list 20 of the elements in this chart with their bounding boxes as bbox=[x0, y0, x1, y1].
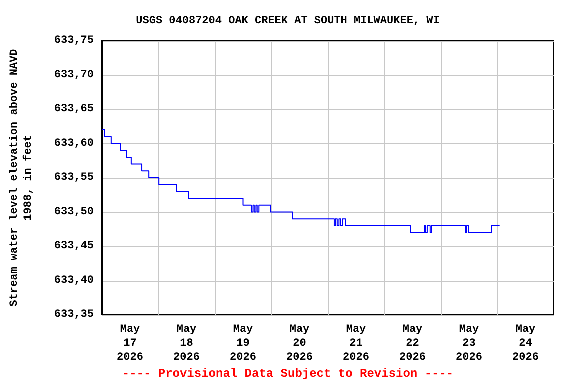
y-tick-label: 633,65 bbox=[54, 104, 94, 116]
y-tick-label: 633,60 bbox=[54, 138, 94, 150]
text: ---- Provisional Data Subject to Revision ---- bbox=[122, 367, 454, 381]
x-tick-label: May 21 2026 bbox=[343, 324, 370, 364]
y-tick-label: 633,70 bbox=[54, 69, 94, 82]
x-tick-label: May 19 2026 bbox=[230, 324, 256, 364]
x-tick-label: May 23 2026 bbox=[456, 324, 482, 364]
y-tick-label: 633,75 bbox=[54, 35, 94, 47]
x-tick-label: May 20 2026 bbox=[286, 324, 313, 364]
x-tick-label: May 18 2026 bbox=[174, 324, 200, 364]
y-tick-label: 633,35 bbox=[54, 309, 94, 321]
x-tick-label: May 17 2026 bbox=[117, 324, 144, 364]
y-tick-label: 633,40 bbox=[54, 274, 94, 287]
chart-title: USGS 04087204 OAK CREEK AT SOUTH MILWAUKEE, WI bbox=[136, 16, 440, 28]
y-tick-label: 633,50 bbox=[54, 206, 94, 218]
y-tick-label: 633,45 bbox=[54, 240, 94, 252]
y-tick-label: 633,55 bbox=[54, 172, 94, 184]
x-tick-label: May 22 2026 bbox=[400, 324, 426, 364]
y-axis-title: Stream water level elevation above NAVD 1988, in feet bbox=[9, 48, 35, 307]
x-tick-label: May 24 2026 bbox=[512, 324, 539, 364]
